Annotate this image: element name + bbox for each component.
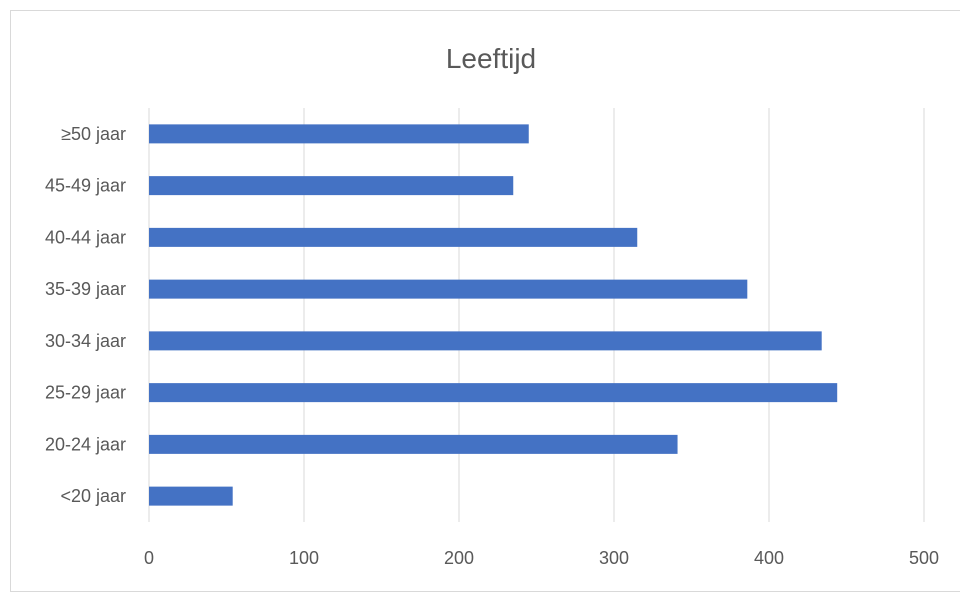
x-tick-label: 100	[289, 548, 319, 568]
category-axis-labels: ≥50 jaar 45-49 jaar 40-44 jaar 35-39 jaar 30…	[45, 124, 126, 506]
y-tick-label: 30-34 jaar	[45, 331, 126, 351]
bar	[149, 279, 748, 299]
x-tick-label: 500	[909, 548, 939, 568]
bar	[149, 176, 514, 196]
y-tick-label: ≥50 jaar	[61, 124, 126, 144]
x-tick-label: 0	[144, 548, 154, 568]
y-tick-label: 20-24 jaar	[45, 434, 126, 454]
bar	[149, 434, 678, 454]
x-tick-label: 400	[754, 548, 784, 568]
bars	[149, 124, 838, 506]
bar	[149, 331, 822, 351]
value-axis-labels: 0 100 200 300 400 500	[144, 548, 939, 568]
x-tick-label: 200	[444, 548, 474, 568]
y-tick-label: 45-49 jaar	[45, 176, 126, 196]
x-tick-label: 300	[599, 548, 629, 568]
chart-title: Leeftijd	[446, 43, 536, 74]
bar	[149, 227, 638, 247]
bar	[149, 124, 529, 144]
y-tick-label: 40-44 jaar	[45, 227, 126, 247]
y-tick-label: <20 jaar	[60, 486, 126, 506]
gridlines	[148, 108, 925, 522]
bar	[149, 486, 233, 506]
y-tick-label: 25-29 jaar	[45, 383, 126, 403]
bar	[149, 383, 838, 403]
y-tick-label: 35-39 jaar	[45, 279, 126, 299]
